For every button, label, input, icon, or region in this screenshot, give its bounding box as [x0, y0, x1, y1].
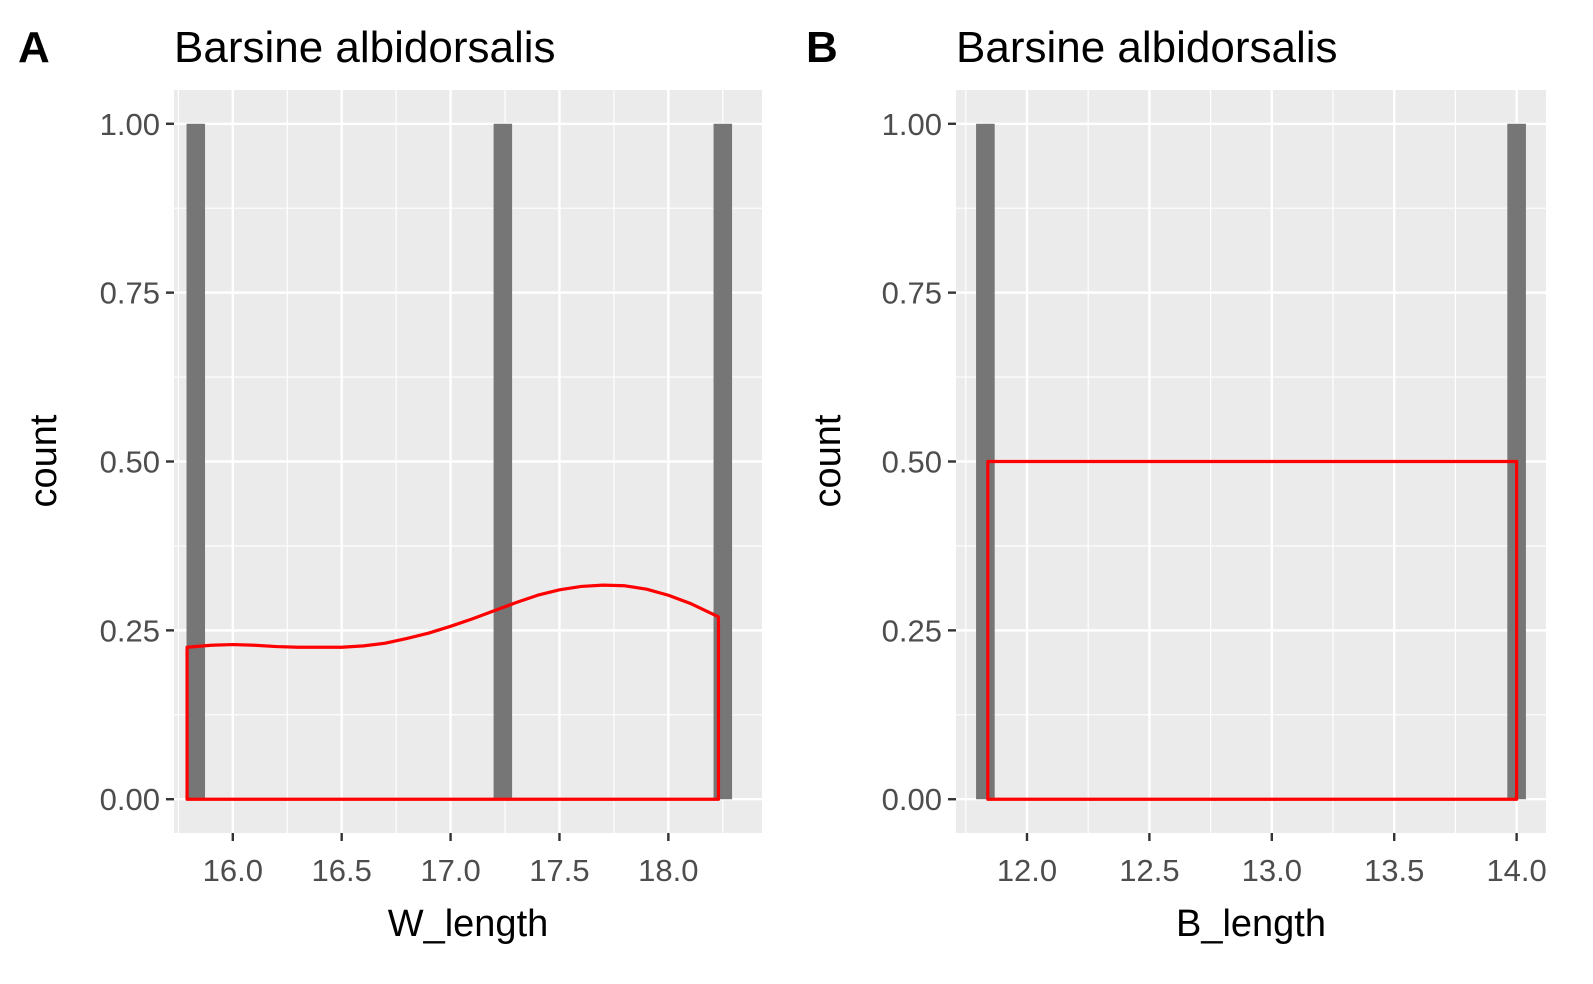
x-tick-label: 13.5: [1364, 853, 1424, 888]
panel-a: A Barsine albidorsalis 0.00 0.25 0.50 0.75 1…: [18, 23, 762, 945]
x-tick-label: 17.5: [529, 853, 589, 888]
histogram-bar: [186, 123, 206, 800]
panel-tag: B: [806, 23, 838, 72]
x-tick-label: 14.0: [1486, 853, 1546, 888]
y-axis-title: count: [807, 414, 849, 507]
y-tick-label: 0.00: [100, 782, 160, 817]
histogram-bar: [713, 123, 733, 800]
x-tick-label: 16.5: [312, 853, 372, 888]
x-axis-title: B_length: [1176, 903, 1326, 945]
y-axis: 0.00 0.25 0.50 0.75 1.00: [100, 107, 174, 817]
histogram-bar: [493, 123, 513, 800]
x-tick-label: 16.0: [203, 853, 263, 888]
y-tick-label: 0.00: [882, 782, 942, 817]
histogram-bar: [976, 123, 995, 800]
x-tick-label: 13.0: [1242, 853, 1302, 888]
y-tick-label: 0.75: [882, 276, 942, 311]
x-axis: 16.0 16.5 17.0 17.5 18.0: [203, 833, 699, 888]
density-curve: [185, 583, 721, 801]
y-tick-label: 1.00: [100, 107, 160, 142]
y-axis-title: count: [23, 414, 65, 507]
major-gridlines: [174, 90, 762, 833]
x-tick-label: 12.0: [997, 853, 1057, 888]
x-tick-label: 12.5: [1119, 853, 1179, 888]
y-tick-label: 0.75: [100, 276, 160, 311]
x-axis-title: W_length: [388, 903, 549, 945]
x-tick-label: 18.0: [638, 853, 698, 888]
panel-tag: A: [18, 23, 50, 72]
x-tick-label: 17.0: [420, 853, 480, 888]
y-tick-label: 0.25: [882, 613, 942, 648]
y-tick-label: 0.50: [100, 445, 160, 480]
x-axis: 12.0 12.5 13.0 13.5 14.0: [997, 833, 1547, 888]
y-axis: 0.00 0.25 0.50 0.75 1.00: [882, 107, 956, 817]
density-curve: [986, 459, 1519, 801]
chart-title: Barsine albidorsalis: [174, 23, 556, 72]
y-tick-label: 0.25: [100, 613, 160, 648]
panel-b: B Barsine albidorsalis 0.00 0.25 0.50 0.75 1…: [806, 23, 1547, 945]
y-tick-label: 0.50: [882, 445, 942, 480]
y-tick-label: 1.00: [882, 107, 942, 142]
chart-title: Barsine albidorsalis: [956, 23, 1338, 72]
